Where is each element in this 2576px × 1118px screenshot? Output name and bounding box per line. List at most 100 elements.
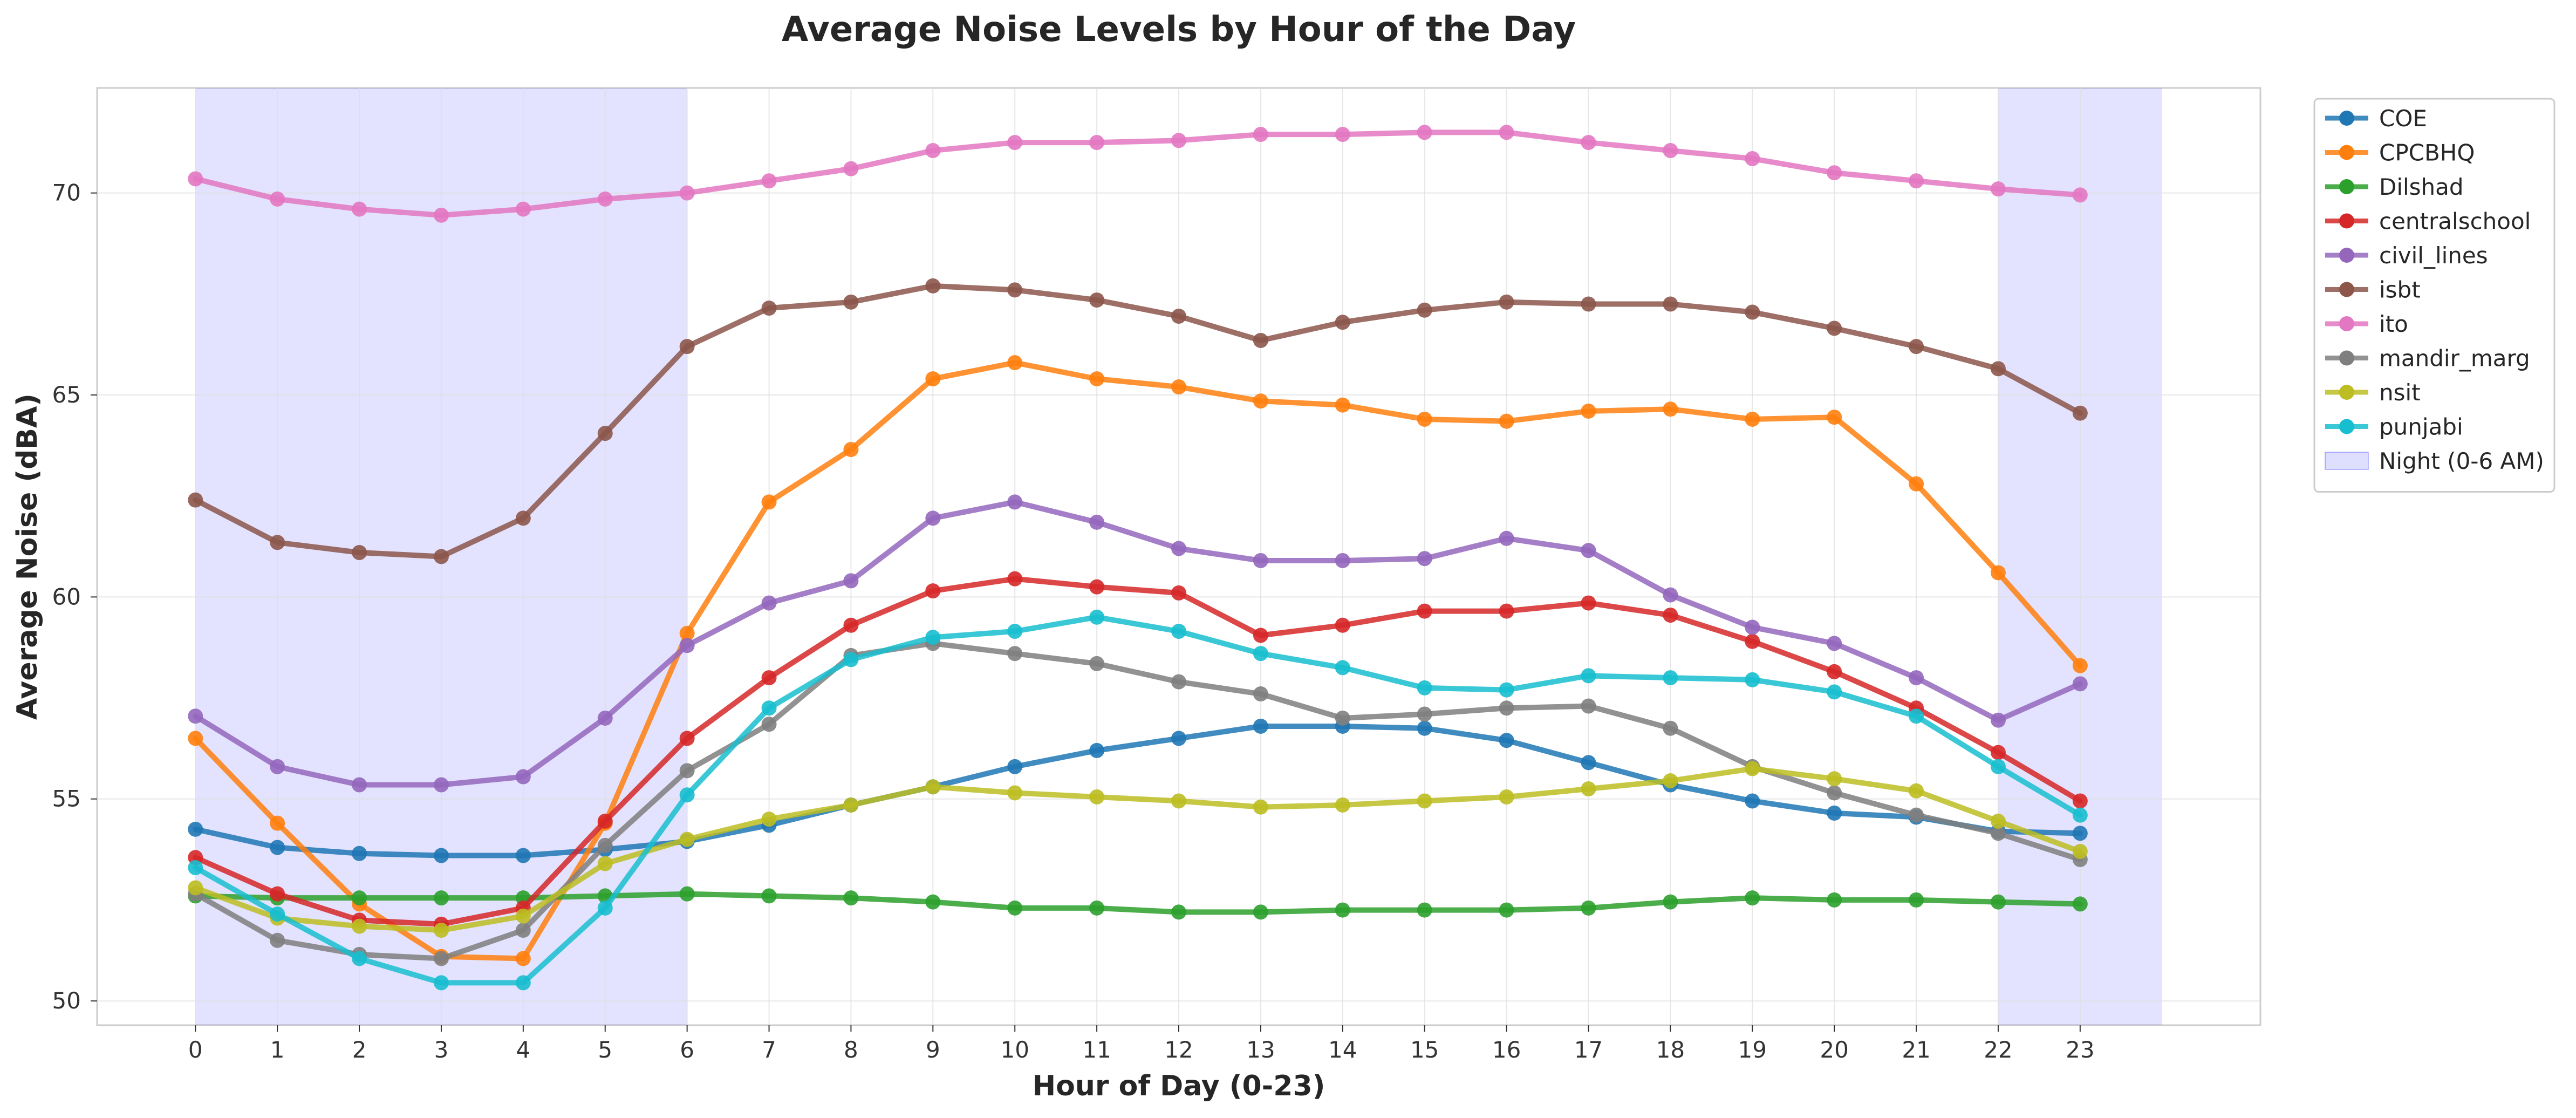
data-point bbox=[1990, 826, 2006, 841]
data-point bbox=[2072, 405, 2088, 421]
x-tick-label: 18 bbox=[1656, 1037, 1685, 1063]
series-line bbox=[193, 614, 2083, 986]
data-point bbox=[188, 708, 203, 724]
data-point bbox=[1827, 664, 1842, 679]
data-point bbox=[515, 951, 531, 966]
data-point bbox=[1499, 530, 1514, 546]
data-point bbox=[843, 442, 859, 458]
data-point bbox=[1745, 672, 1760, 687]
data-point bbox=[1253, 799, 1268, 815]
x-tick-label: 7 bbox=[762, 1037, 776, 1063]
data-point bbox=[1089, 742, 1105, 758]
data-point bbox=[597, 710, 613, 726]
series-line bbox=[193, 360, 2083, 962]
x-tick-label: 11 bbox=[1082, 1037, 1111, 1063]
data-point bbox=[433, 951, 449, 966]
data-point bbox=[1417, 680, 1432, 696]
data-point bbox=[679, 185, 695, 201]
data-point bbox=[352, 201, 367, 217]
data-point bbox=[1581, 403, 1596, 419]
data-point bbox=[1581, 543, 1596, 558]
data-point bbox=[352, 846, 367, 861]
data-point bbox=[1990, 181, 2006, 197]
data-point bbox=[1745, 633, 1760, 649]
data-point bbox=[761, 494, 777, 510]
y-tick-label: 55 bbox=[52, 786, 81, 812]
data-point bbox=[1827, 771, 1842, 787]
x-tick-label: 8 bbox=[844, 1037, 858, 1063]
data-point bbox=[843, 573, 859, 589]
data-point bbox=[843, 161, 859, 176]
data-point bbox=[1171, 674, 1186, 690]
data-point bbox=[1909, 173, 1924, 189]
data-point bbox=[679, 787, 695, 803]
data-point bbox=[1089, 371, 1105, 387]
data-point bbox=[1335, 710, 1350, 726]
data-point bbox=[433, 848, 449, 863]
x-axis-ticks: 0 1 2 3 4 5 6 7 8 9 10 11 12 13 14 15 16 17 18 19 20 21 22 23 bbox=[188, 1025, 2095, 1063]
data-point bbox=[270, 191, 285, 207]
data-point bbox=[1171, 585, 1186, 601]
data-point bbox=[1007, 571, 1023, 587]
data-point bbox=[1007, 646, 1023, 662]
legend-label: centralschool bbox=[2379, 208, 2531, 235]
chart-title: Average Noise Levels by Hour of the Day bbox=[782, 10, 1576, 50]
x-tick-label: 16 bbox=[1492, 1037, 1521, 1063]
data-point bbox=[352, 890, 367, 906]
data-point bbox=[1253, 332, 1268, 348]
data-point bbox=[1663, 401, 1678, 417]
legend-label: nsit bbox=[2379, 379, 2421, 406]
series-isbt bbox=[188, 278, 2088, 564]
data-point bbox=[1663, 143, 1678, 159]
data-point bbox=[1499, 294, 1514, 310]
data-point bbox=[843, 294, 859, 310]
data-point bbox=[1253, 686, 1268, 702]
data-point bbox=[1171, 731, 1186, 746]
data-point bbox=[1499, 700, 1514, 716]
data-point bbox=[1253, 553, 1268, 568]
data-point bbox=[1827, 321, 1842, 336]
y-tick-label: 70 bbox=[52, 180, 81, 206]
data-point bbox=[761, 888, 777, 904]
data-point bbox=[1335, 397, 1350, 413]
data-point bbox=[1827, 410, 1842, 425]
x-tick-label: 9 bbox=[926, 1037, 940, 1063]
data-point bbox=[1827, 684, 1842, 700]
legend-item: CPCBHQ bbox=[2325, 140, 2475, 166]
data-point bbox=[1007, 135, 1023, 151]
data-point bbox=[1581, 900, 1596, 916]
data-point bbox=[1089, 900, 1105, 916]
data-point bbox=[597, 856, 613, 871]
data-point bbox=[1007, 900, 1023, 916]
data-point bbox=[843, 652, 859, 667]
data-point bbox=[1335, 315, 1350, 330]
data-point bbox=[1827, 636, 1842, 651]
data-point bbox=[1171, 793, 1186, 809]
data-point bbox=[1171, 541, 1186, 556]
x-tick-label: 23 bbox=[2066, 1037, 2094, 1063]
legend-label: ito bbox=[2379, 311, 2408, 337]
data-point bbox=[761, 301, 777, 316]
x-axis-label: Hour of Day (0-23) bbox=[1033, 1070, 1325, 1102]
data-point bbox=[1990, 361, 2006, 377]
data-point bbox=[1007, 494, 1023, 510]
data-point bbox=[1089, 292, 1105, 308]
data-point bbox=[433, 975, 449, 991]
legend-item: nsit bbox=[2325, 379, 2421, 406]
data-point bbox=[1499, 682, 1514, 698]
legend-label: CPCBHQ bbox=[2379, 140, 2475, 166]
x-tick-label: 12 bbox=[1164, 1037, 1193, 1063]
data-point bbox=[1499, 413, 1514, 429]
data-point bbox=[1171, 624, 1186, 639]
data-point bbox=[352, 918, 367, 934]
data-point bbox=[1745, 151, 1760, 167]
data-point bbox=[433, 890, 449, 906]
data-point bbox=[1909, 708, 1924, 724]
legend-marker bbox=[2339, 248, 2354, 263]
data-point bbox=[2072, 826, 2088, 841]
series-line bbox=[193, 283, 2083, 560]
data-point bbox=[597, 900, 613, 916]
data-point bbox=[270, 906, 285, 922]
data-point bbox=[515, 848, 531, 863]
